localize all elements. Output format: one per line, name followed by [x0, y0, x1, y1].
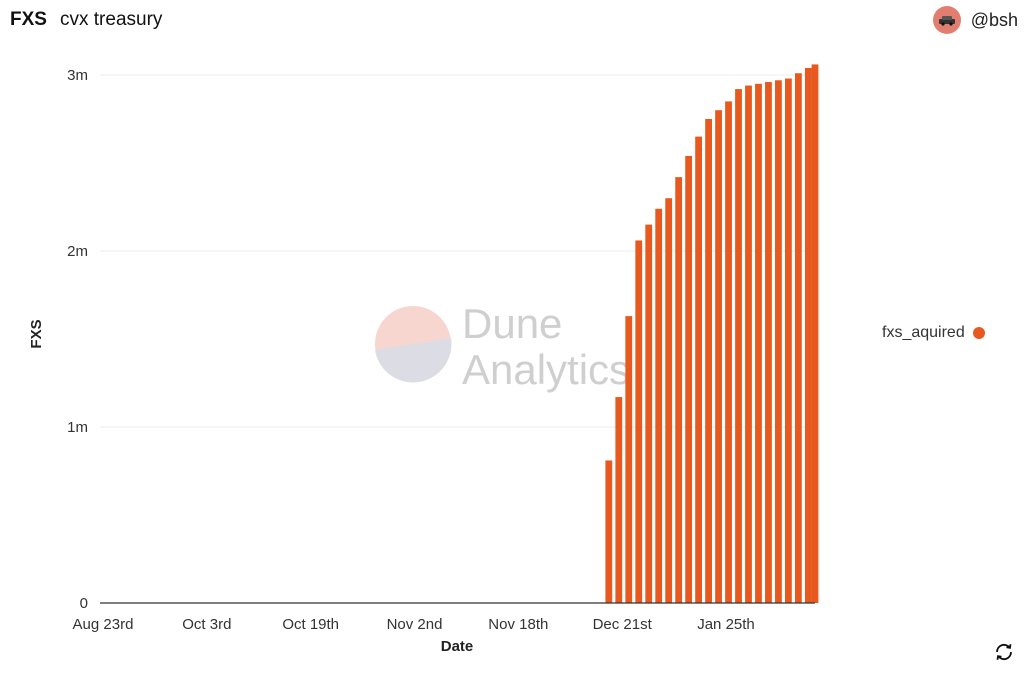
bar[interactable] [794, 73, 802, 604]
bar[interactable] [765, 82, 772, 604]
y-ticks: 0 1m 2m 3m [67, 67, 88, 612]
x-tick-label: Oct 3rd [182, 616, 231, 633]
bar[interactable] [655, 208, 663, 603]
chart-area: Dune Analytics 0 1m 2m 3m Aug 23rd Oct 3rd Oc… [0, 40, 1024, 672]
bar[interactable] [725, 101, 732, 604]
chart-title: cvx treasury [60, 9, 163, 30]
watermark-line2: Analytics [462, 346, 630, 393]
bar[interactable] [735, 89, 742, 603]
x-tick-label: Nov 2nd [387, 616, 443, 633]
car-avatar-icon[interactable] [932, 6, 961, 34]
x-axis-label: Date [441, 638, 474, 655]
legend-dot [972, 327, 985, 339]
watermark: Dune Analytics [375, 300, 630, 393]
bar[interactable] [775, 80, 782, 603]
brand-label: FXS [10, 9, 47, 30]
bar[interactable] [745, 85, 752, 603]
bar[interactable] [675, 177, 683, 603]
x-ticks: Aug 23rd Oct 3rd Oct 19th Nov 2nd Nov 18th De… [73, 616, 755, 633]
bar-chart: Dune Analytics 0 1m 2m 3m Aug 23rd Oct 3rd Oc… [28, 64, 819, 655]
bar[interactable] [755, 83, 762, 604]
refresh-icon[interactable] [993, 641, 1015, 663]
user-profile[interactable]: @bsh [932, 6, 1018, 34]
username[interactable]: @bsh [970, 9, 1018, 30]
legend[interactable]: fxs_aquired [882, 324, 985, 342]
bar[interactable] [605, 460, 613, 603]
bar[interactable] [804, 67, 812, 603]
y-tick-label: 3m [67, 67, 88, 84]
bar[interactable] [615, 397, 623, 603]
x-tick-label: Dec 21st [593, 616, 653, 633]
watermark-logo-bottom [375, 338, 452, 383]
bar[interactable] [625, 316, 633, 603]
bar[interactable] [665, 198, 673, 603]
x-tick-label: Jan 25th [697, 616, 755, 633]
bar[interactable] [705, 119, 712, 603]
bar[interactable] [811, 64, 819, 603]
y-tick-label: 0 [80, 595, 88, 612]
bar[interactable] [685, 155, 693, 603]
bar[interactable] [715, 110, 722, 603]
bar[interactable] [645, 224, 653, 603]
bar[interactable] [695, 136, 703, 603]
y-tick-label: 2m [67, 243, 88, 260]
chart-header: FXS cvx treasury @bsh [0, 0, 1024, 40]
bars-layer [605, 64, 819, 604]
bar[interactable] [635, 240, 643, 603]
y-axis-label: FXS [28, 319, 45, 348]
x-tick-label: Oct 19th [282, 616, 339, 633]
x-tick-label: Nov 18th [488, 616, 548, 633]
watermark-line1: Dune [462, 300, 562, 347]
legend-label[interactable]: fxs_aquired [882, 324, 965, 341]
x-tick-label: Aug 23rd [73, 616, 134, 633]
y-tick-label: 1m [67, 419, 88, 436]
bar[interactable] [784, 78, 792, 603]
